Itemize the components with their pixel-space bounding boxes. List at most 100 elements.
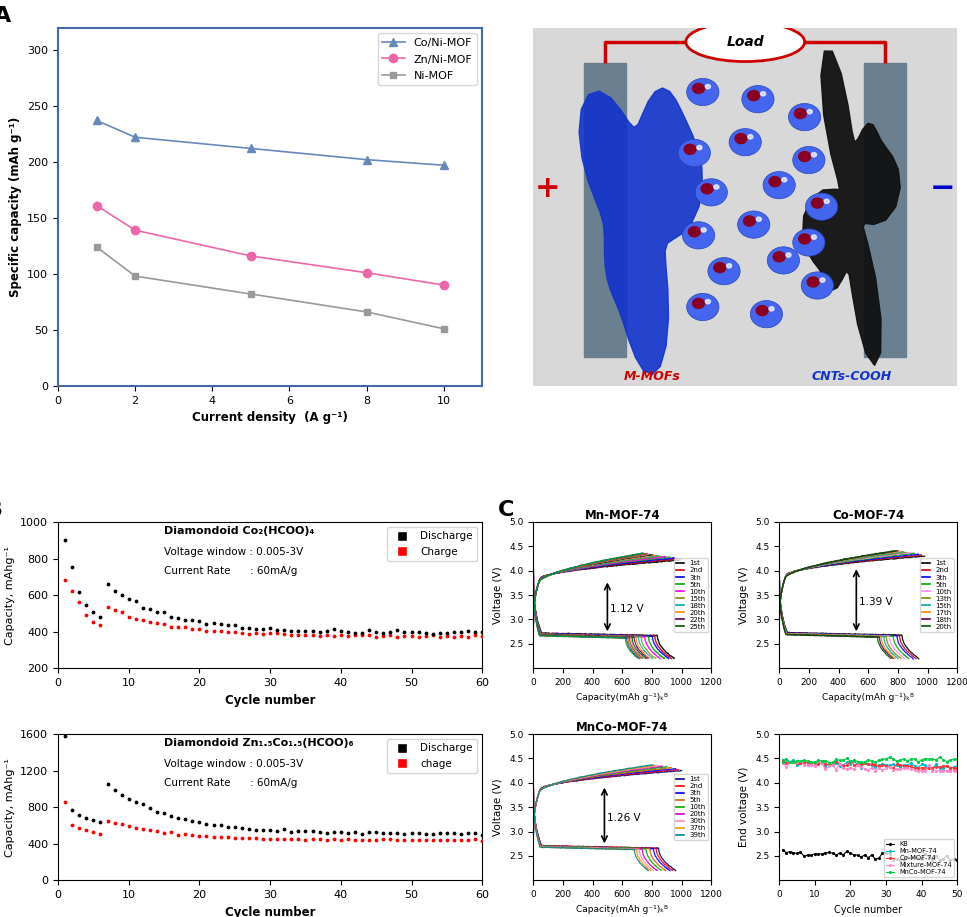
Point — [418, 628, 433, 643]
Mixture-MOF-74 — [820, 764, 832, 775]
Co-MOF-74 — [869, 759, 881, 770]
MnCo-MOF-74 — [841, 753, 853, 764]
Point — [375, 826, 391, 841]
Circle shape — [742, 85, 774, 113]
Mn-MOF-74 — [798, 756, 809, 767]
Point — [319, 628, 335, 643]
Co-MOF-74 — [823, 759, 835, 770]
Co-MOF-74 — [795, 757, 806, 768]
Point — [454, 629, 469, 644]
Mixture-MOF-74 — [809, 760, 821, 771]
Point — [128, 612, 143, 626]
MnCo-MOF-74 — [863, 754, 874, 765]
Point — [291, 832, 307, 846]
Point — [121, 610, 136, 624]
KB — [834, 847, 845, 858]
Co-MOF-74 — [844, 756, 856, 767]
Circle shape — [793, 229, 825, 256]
Point — [72, 821, 87, 835]
Point — [277, 627, 292, 642]
Co-MOF-74 — [791, 758, 803, 769]
Point — [78, 608, 94, 623]
Co-MOF-74 — [848, 759, 860, 770]
Point — [86, 824, 102, 839]
Circle shape — [799, 234, 810, 244]
Co-MOF-74 — [866, 758, 878, 769]
Co-MOF-74 — [806, 758, 817, 769]
Point — [326, 832, 341, 846]
Co-MOF-74 — [834, 758, 845, 769]
Circle shape — [689, 226, 700, 237]
Point — [333, 825, 348, 840]
Circle shape — [714, 262, 725, 272]
Co-MOF-74 — [784, 757, 796, 768]
Point — [149, 615, 164, 630]
Mn-MOF-74 — [916, 759, 927, 770]
KB — [880, 847, 892, 858]
KB — [905, 853, 917, 864]
Text: 1.39 V: 1.39 V — [860, 598, 893, 607]
Point — [213, 818, 228, 833]
Point — [439, 826, 454, 841]
Point — [163, 610, 179, 624]
Mn-MOF-74 — [945, 763, 956, 774]
MnCo-MOF-74 — [844, 756, 856, 767]
Point — [241, 822, 256, 836]
Point — [432, 826, 448, 841]
Point — [390, 629, 405, 644]
Mixture-MOF-74 — [945, 765, 956, 776]
KB — [952, 854, 963, 865]
Mixture-MOF-74 — [901, 763, 913, 774]
MnCo-MOF-74 — [898, 754, 910, 765]
Point — [270, 823, 285, 838]
Point — [78, 598, 94, 613]
Mixture-MOF-74 — [884, 762, 895, 773]
Point — [86, 605, 102, 620]
Mixture-MOF-74 — [898, 763, 910, 774]
MnCo-MOF-74 — [809, 757, 821, 768]
Point — [170, 811, 186, 825]
Point — [157, 617, 172, 632]
Mixture-MOF-74 — [802, 760, 813, 771]
Point — [65, 583, 80, 598]
Zn/Ni-MOF — [438, 280, 450, 291]
Point — [404, 833, 420, 847]
Point — [255, 622, 271, 636]
Circle shape — [807, 277, 819, 287]
MnCo-MOF-74 — [823, 757, 835, 768]
Point — [249, 831, 264, 845]
Mn-MOF-74 — [816, 757, 828, 768]
Point — [432, 625, 448, 640]
Line: Ni-MOF: Ni-MOF — [93, 244, 447, 332]
Point — [142, 602, 158, 616]
Point — [270, 623, 285, 637]
Mn-MOF-74 — [948, 762, 959, 773]
Point — [347, 625, 363, 640]
Bar — [864, 63, 906, 357]
Mixture-MOF-74 — [894, 764, 906, 775]
Text: Current Rate      : 60mA/g: Current Rate : 60mA/g — [164, 778, 298, 788]
Mixture-MOF-74 — [863, 764, 874, 775]
Circle shape — [769, 306, 774, 311]
Text: Diamondoid Zn₁.₅Co₁.₅(HCOO)₆: Diamondoid Zn₁.₅Co₁.₅(HCOO)₆ — [164, 738, 354, 748]
Y-axis label: Voltage (V): Voltage (V) — [493, 567, 504, 624]
Text: C: C — [497, 500, 513, 520]
Point — [185, 827, 200, 842]
Circle shape — [807, 109, 812, 114]
Mixture-MOF-74 — [834, 758, 845, 769]
Point — [142, 801, 158, 815]
Mn-MOF-74 — [787, 755, 799, 766]
Mn-MOF-74 — [888, 759, 899, 770]
Point — [340, 832, 356, 846]
Point — [220, 820, 235, 834]
Mn-MOF-74 — [837, 759, 849, 770]
Point — [78, 811, 94, 825]
MnCo-MOF-74 — [952, 754, 963, 765]
Text: Voltage window : 0.005-3V: Voltage window : 0.005-3V — [164, 547, 304, 557]
MnCo-MOF-74 — [945, 755, 956, 766]
KB — [784, 846, 796, 857]
Mn-MOF-74 — [791, 759, 803, 770]
KB — [777, 845, 788, 856]
MnCo-MOF-74 — [905, 754, 917, 765]
KB — [780, 847, 792, 858]
